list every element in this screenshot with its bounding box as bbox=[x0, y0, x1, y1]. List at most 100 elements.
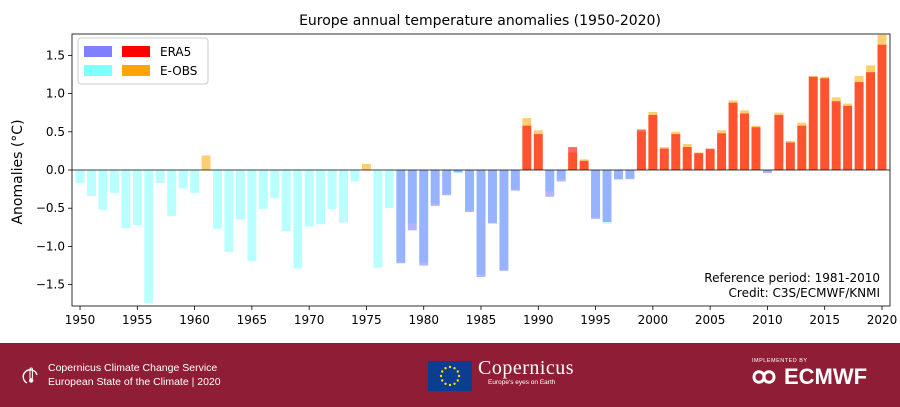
eobs-bar-1964 bbox=[235, 170, 245, 220]
ecmwf-swirl-icon bbox=[752, 370, 776, 384]
legend-label: ERA5 bbox=[160, 45, 191, 59]
y-tick-label: −1.5 bbox=[36, 278, 65, 292]
x-tick-label: 2000 bbox=[638, 313, 669, 327]
thermometer-icon bbox=[22, 367, 38, 384]
eobs-bar-1955 bbox=[132, 170, 142, 226]
era5-bar-1981 bbox=[430, 170, 440, 206]
era5-bar-2017 bbox=[843, 105, 853, 170]
y-tick-label: 1.0 bbox=[46, 87, 65, 101]
era5-bar-2015 bbox=[820, 78, 830, 170]
eobs-bar-1977 bbox=[384, 170, 394, 209]
ecmwf-name: ECMWF bbox=[784, 364, 868, 389]
c3s-branding: Copernicus Climate Change Service Europe… bbox=[22, 361, 221, 389]
eobs-bar-1960 bbox=[190, 170, 200, 193]
legend-swatch-positive bbox=[122, 65, 150, 76]
x-tick-label: 2015 bbox=[809, 313, 840, 327]
legend-swatch-negative bbox=[84, 65, 112, 76]
x-tick-label: 2020 bbox=[867, 313, 898, 327]
era5-bar-2020 bbox=[877, 44, 887, 171]
copernicus-tagline: Europe's eyes on Earth bbox=[488, 379, 556, 386]
legend-swatch-positive bbox=[122, 46, 150, 57]
x-tick-label: 1975 bbox=[351, 313, 382, 327]
eu-star-icon bbox=[457, 374, 461, 378]
era5-bar-2006 bbox=[717, 133, 727, 170]
eobs-bar-1959 bbox=[178, 170, 188, 189]
chart-area: Europe annual temperature anomalies (195… bbox=[10, 13, 898, 327]
y-tick-label: 1.5 bbox=[46, 48, 65, 62]
eobs-bar-1952 bbox=[98, 170, 108, 210]
eu-star-icon bbox=[456, 379, 459, 382]
era5-bar-2010 bbox=[762, 170, 772, 174]
eu-star-icon bbox=[456, 370, 459, 373]
x-tick-label: 1950 bbox=[65, 313, 96, 327]
x-tick-label: 1980 bbox=[408, 313, 439, 327]
era5-bar-1997 bbox=[614, 170, 623, 180]
reference-period-note: Reference period: 1981-2010 bbox=[704, 271, 880, 285]
credit-note: Credit: C3S/ECMWF/KNMI bbox=[729, 286, 880, 300]
era5-bar-1998 bbox=[625, 170, 635, 180]
eobs-bar-1958 bbox=[167, 170, 177, 216]
eu-star-icon bbox=[441, 379, 444, 382]
era5-bar-2016 bbox=[831, 101, 841, 170]
era5-bar-1995 bbox=[591, 170, 601, 219]
service-line-1: Copernicus Climate Change Service bbox=[48, 362, 218, 374]
era5-bar-2003 bbox=[682, 147, 692, 170]
era5-bar-1984 bbox=[465, 170, 475, 213]
y-tick-label: −1.0 bbox=[36, 239, 65, 253]
ecmwf-logo-icon: IMPLEMENTED BY ECMWF bbox=[750, 358, 867, 390]
y-axis-label: Anomalies (°C) bbox=[10, 119, 26, 224]
eobs-bar-1968 bbox=[281, 170, 291, 232]
x-tick-label: 2005 bbox=[695, 313, 726, 327]
copernicus-logo-icon: Copernicus Europe's eyes on Earth bbox=[478, 357, 574, 386]
y-tick-label: 0.5 bbox=[46, 125, 65, 139]
chart-svg: Europe annual temperature anomalies (195… bbox=[10, 13, 898, 327]
service-text: Copernicus Climate Change Service Europe… bbox=[48, 361, 221, 389]
era5-bar-2008 bbox=[740, 113, 749, 170]
x-tick-label: 1965 bbox=[237, 313, 268, 327]
era5-bar-1989 bbox=[522, 125, 532, 170]
eobs-bar-1967 bbox=[270, 170, 280, 199]
era5-bar-2018 bbox=[854, 82, 864, 170]
eobs-bar-1976 bbox=[373, 170, 383, 268]
era5-bar-2011 bbox=[774, 114, 784, 170]
era5-bar-1983 bbox=[453, 170, 463, 173]
era5-bar-2004 bbox=[694, 153, 704, 170]
eobs-bar-1974 bbox=[350, 170, 360, 182]
y-tick-label: 0.0 bbox=[46, 163, 65, 177]
service-line-2: European State of the Climate | 2020 bbox=[48, 376, 221, 388]
eobs-bar-1972 bbox=[327, 170, 337, 209]
eobs-bar-1956 bbox=[144, 170, 154, 303]
era5-bar-1990 bbox=[533, 134, 543, 170]
x-tick-label: 1955 bbox=[122, 313, 153, 327]
eu-star-icon bbox=[453, 367, 456, 370]
eu-star-icon bbox=[448, 383, 452, 387]
chart-title: Europe annual temperature anomalies (195… bbox=[299, 13, 661, 29]
eobs-bar-1957 bbox=[155, 170, 165, 183]
era5-bar-1979 bbox=[407, 170, 417, 231]
eobs-bar-1954 bbox=[121, 170, 131, 229]
eobs-bar-1950 bbox=[75, 170, 85, 183]
era5-bar-2005 bbox=[705, 148, 715, 170]
era5-bar-2000 bbox=[648, 114, 658, 170]
eobs-bar-1961 bbox=[201, 155, 211, 170]
era5-bar-2013 bbox=[797, 125, 807, 170]
eobs-bar-1963 bbox=[224, 170, 234, 252]
x-tick-label: 1990 bbox=[523, 313, 554, 327]
x-tick-label: 2010 bbox=[752, 313, 783, 327]
era5-bar-1994 bbox=[579, 160, 589, 170]
eu-star-icon bbox=[441, 370, 444, 373]
era5-bar-1987 bbox=[499, 170, 509, 271]
legend-swatch-negative bbox=[84, 46, 112, 57]
era5-bar-2014 bbox=[808, 76, 818, 170]
x-tick-label: 1995 bbox=[580, 313, 611, 327]
era5-bar-2009 bbox=[751, 127, 761, 170]
era5-bar-1982 bbox=[442, 170, 452, 196]
era5-bar-2007 bbox=[728, 102, 738, 170]
ecmwf-logo-row: ECMWF bbox=[750, 364, 867, 390]
eobs-bar-1966 bbox=[258, 170, 268, 209]
era5-bar-2012 bbox=[785, 142, 795, 170]
footer-banner: Copernicus Climate Change Service Europe… bbox=[0, 343, 900, 407]
legend: ERA5 E-OBS bbox=[77, 37, 209, 85]
y-tick-label: −0.5 bbox=[36, 201, 65, 215]
era5-bar-1986 bbox=[487, 170, 497, 224]
